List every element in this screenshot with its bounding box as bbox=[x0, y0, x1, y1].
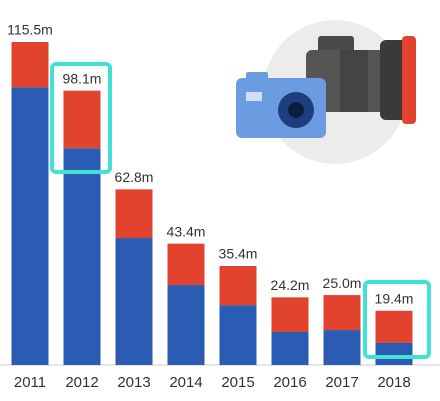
bar-segment bbox=[11, 42, 49, 88]
compact-lens-inner bbox=[288, 102, 304, 118]
bar-segment bbox=[271, 297, 309, 333]
bar-segment bbox=[271, 332, 309, 365]
camera-illustration bbox=[236, 20, 416, 164]
bar-segment bbox=[375, 342, 413, 365]
total-label: 35.4m bbox=[219, 246, 258, 262]
bars bbox=[11, 42, 413, 365]
bar-segment bbox=[167, 243, 205, 286]
dslr-top bbox=[318, 36, 354, 54]
bar-segment bbox=[115, 238, 153, 365]
x-tick-label: 2014 bbox=[169, 374, 202, 391]
highlight-box bbox=[50, 62, 112, 174]
bar-segment bbox=[167, 285, 205, 365]
bar-segment bbox=[219, 266, 257, 306]
total-label: 115.5m bbox=[7, 22, 53, 38]
total-label: 24.2m bbox=[271, 277, 310, 293]
bar-segment bbox=[219, 305, 257, 365]
total-label: 43.4m bbox=[167, 223, 206, 239]
bar-segment bbox=[63, 90, 101, 149]
bar-segment bbox=[323, 295, 361, 331]
x-tick-label: 2012 bbox=[65, 374, 98, 391]
highlight-box bbox=[363, 280, 431, 359]
x-tick-label: 2011 bbox=[14, 374, 46, 391]
x-tick-label: 2015 bbox=[221, 374, 254, 391]
x-tick-label: 2018 bbox=[377, 374, 410, 391]
bar-segment bbox=[11, 87, 49, 365]
x-tick-label: 2017 bbox=[325, 374, 358, 391]
x-tick-label: 2016 bbox=[273, 374, 306, 391]
total-label: 25.0m bbox=[323, 275, 362, 291]
total-label: 98.1m bbox=[63, 70, 102, 86]
total-label: 62.8m bbox=[115, 169, 154, 185]
total-label: 19.4m bbox=[375, 290, 414, 306]
compact-flash bbox=[246, 72, 268, 80]
bar-segment bbox=[375, 310, 413, 343]
compact-window bbox=[246, 92, 262, 101]
dslr-lens-ring bbox=[402, 36, 416, 124]
bar-segment bbox=[63, 148, 101, 365]
bar-segment bbox=[115, 189, 153, 239]
bar-segment bbox=[323, 330, 361, 365]
x-tick-label: 2013 bbox=[117, 374, 150, 391]
dslr-grip bbox=[340, 50, 368, 112]
